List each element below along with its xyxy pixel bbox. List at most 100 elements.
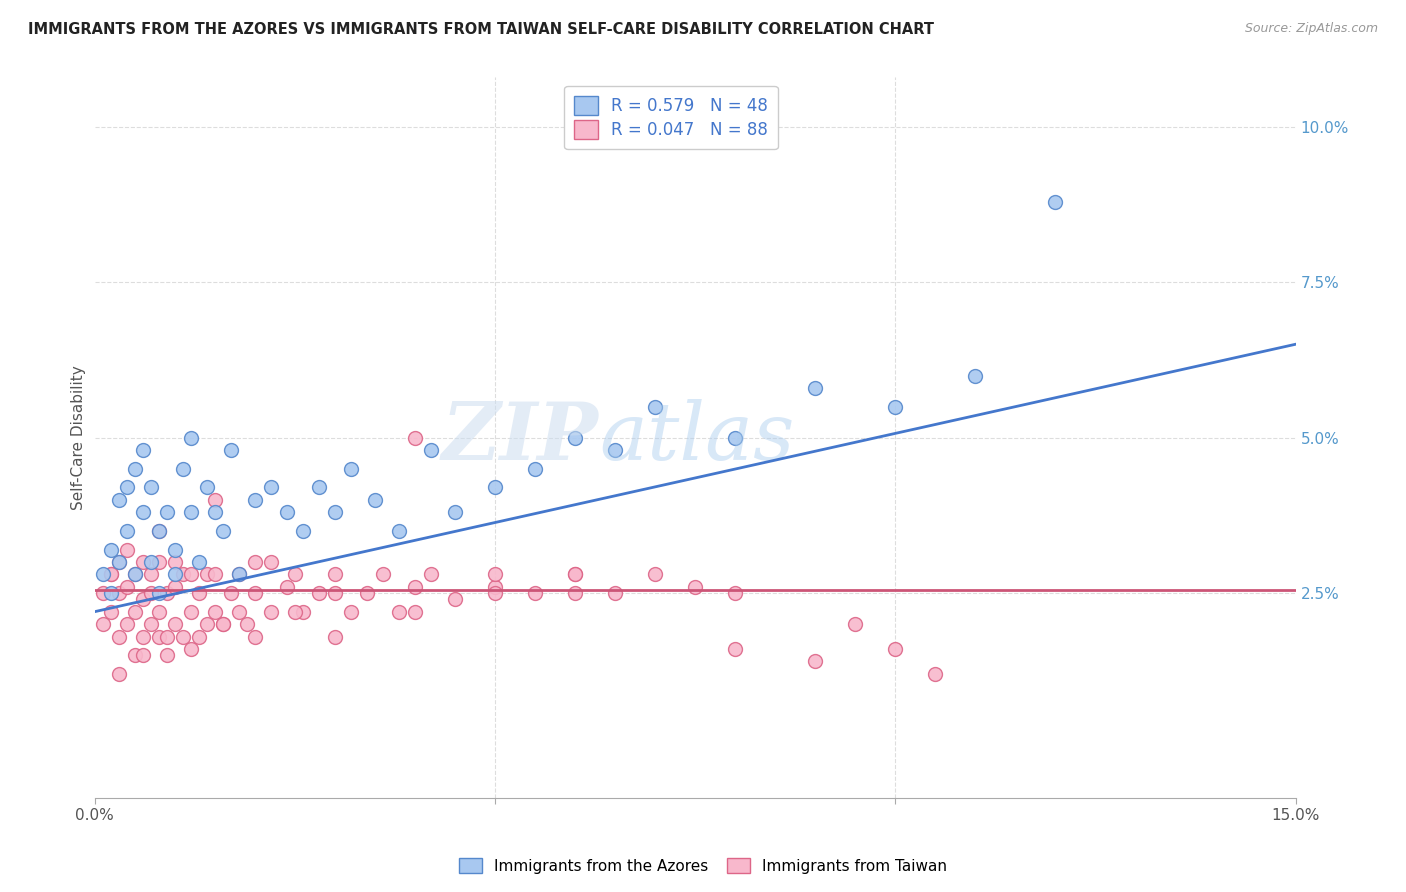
Point xyxy=(180,642,202,657)
Point xyxy=(219,443,242,458)
Point xyxy=(91,567,114,582)
Point xyxy=(148,630,170,644)
Point xyxy=(187,555,209,569)
Point xyxy=(260,605,283,619)
Point xyxy=(100,586,122,600)
Point xyxy=(371,567,394,582)
Point xyxy=(228,567,250,582)
Point xyxy=(172,567,194,582)
Y-axis label: Self-Care Disability: Self-Care Disability xyxy=(72,366,86,510)
Point xyxy=(107,492,129,507)
Point xyxy=(163,542,186,557)
Point xyxy=(204,605,226,619)
Point xyxy=(180,505,202,519)
Point xyxy=(180,567,202,582)
Point xyxy=(644,567,666,582)
Point xyxy=(1045,194,1067,209)
Point xyxy=(211,617,233,632)
Point xyxy=(100,605,122,619)
Point xyxy=(219,586,242,600)
Legend: Immigrants from the Azores, Immigrants from Taiwan: Immigrants from the Azores, Immigrants f… xyxy=(453,852,953,880)
Point xyxy=(107,586,129,600)
Point xyxy=(323,567,346,582)
Point xyxy=(388,524,411,538)
Point xyxy=(284,567,307,582)
Point xyxy=(404,605,426,619)
Point xyxy=(644,400,666,414)
Point xyxy=(564,431,586,445)
Point xyxy=(187,586,209,600)
Point xyxy=(603,586,626,600)
Point xyxy=(339,605,361,619)
Point xyxy=(156,630,179,644)
Point xyxy=(139,480,162,494)
Point xyxy=(195,617,218,632)
Point xyxy=(356,586,378,600)
Point xyxy=(115,480,138,494)
Point xyxy=(804,654,827,668)
Point xyxy=(523,462,546,476)
Point xyxy=(172,462,194,476)
Point xyxy=(323,630,346,644)
Point xyxy=(965,368,987,383)
Point xyxy=(444,505,467,519)
Point xyxy=(163,555,186,569)
Point xyxy=(107,555,129,569)
Point xyxy=(148,605,170,619)
Point xyxy=(139,567,162,582)
Point xyxy=(419,443,441,458)
Point xyxy=(291,605,314,619)
Point xyxy=(404,431,426,445)
Point xyxy=(124,462,146,476)
Point xyxy=(107,630,129,644)
Point xyxy=(243,492,266,507)
Point xyxy=(115,524,138,538)
Point xyxy=(163,567,186,582)
Point xyxy=(276,580,298,594)
Point xyxy=(243,555,266,569)
Point xyxy=(844,617,866,632)
Point xyxy=(884,642,907,657)
Text: ZIP: ZIP xyxy=(441,399,599,476)
Point xyxy=(204,567,226,582)
Point xyxy=(444,592,467,607)
Point xyxy=(211,617,233,632)
Point xyxy=(291,524,314,538)
Point xyxy=(107,666,129,681)
Point xyxy=(228,567,250,582)
Point xyxy=(724,586,747,600)
Point xyxy=(131,443,153,458)
Point xyxy=(235,617,257,632)
Point xyxy=(419,567,441,582)
Point xyxy=(139,586,162,600)
Point xyxy=(163,617,186,632)
Point xyxy=(180,431,202,445)
Point xyxy=(156,586,179,600)
Point xyxy=(228,605,250,619)
Point xyxy=(204,505,226,519)
Point xyxy=(180,605,202,619)
Point xyxy=(523,586,546,600)
Point xyxy=(195,480,218,494)
Point xyxy=(172,630,194,644)
Point xyxy=(260,555,283,569)
Point xyxy=(484,567,506,582)
Point xyxy=(924,666,946,681)
Point xyxy=(131,592,153,607)
Point xyxy=(683,580,706,594)
Point xyxy=(260,480,283,494)
Point xyxy=(323,505,346,519)
Point xyxy=(308,480,330,494)
Point xyxy=(148,555,170,569)
Point xyxy=(276,505,298,519)
Point xyxy=(100,567,122,582)
Point xyxy=(339,462,361,476)
Point xyxy=(139,555,162,569)
Point xyxy=(156,505,179,519)
Point xyxy=(131,555,153,569)
Point xyxy=(131,630,153,644)
Point xyxy=(484,580,506,594)
Point xyxy=(564,586,586,600)
Text: Source: ZipAtlas.com: Source: ZipAtlas.com xyxy=(1244,22,1378,36)
Point xyxy=(115,617,138,632)
